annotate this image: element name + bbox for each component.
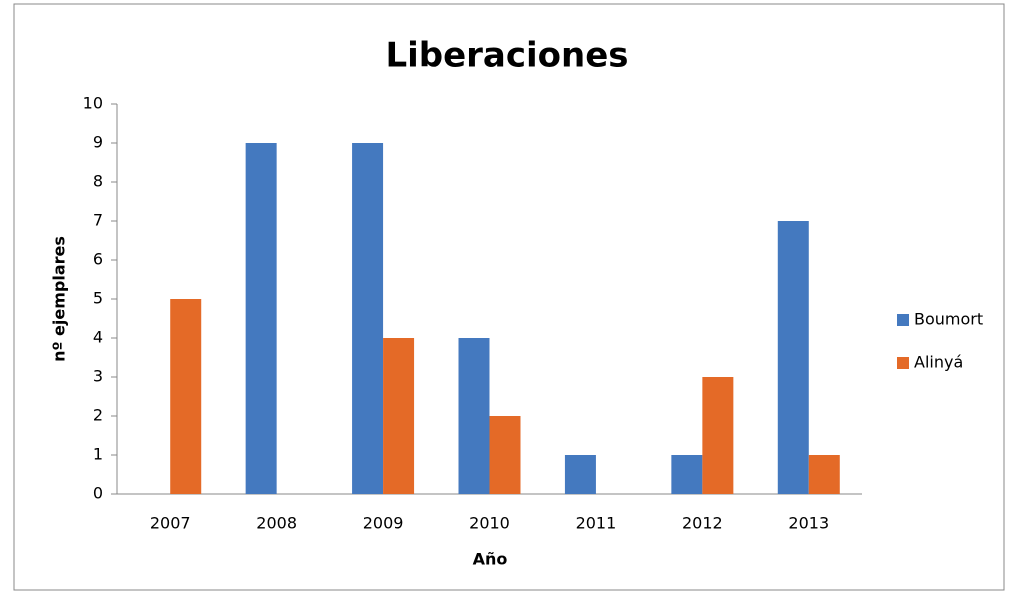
y-tick-label: 1 [93, 445, 103, 464]
y-tick-label: 6 [93, 250, 103, 269]
y-tick-label: 5 [93, 289, 103, 308]
legend-label: Alinyá [914, 353, 963, 372]
x-tick-label: 2007 [150, 514, 191, 533]
bar [702, 377, 734, 494]
bar [808, 455, 840, 494]
x-tick-label: 2011 [576, 514, 617, 533]
y-tick-label: 0 [93, 484, 103, 503]
x-axis-label: Año [473, 550, 508, 569]
y-axis-label: nº ejemplares [50, 236, 69, 362]
x-tick-label: 2008 [256, 514, 297, 533]
bar [564, 455, 596, 494]
bar [352, 143, 384, 494]
x-tick-label: 2013 [788, 514, 829, 533]
y-tick-label: 7 [93, 211, 103, 230]
bar [170, 299, 202, 494]
x-tick-label: 2010 [469, 514, 510, 533]
y-tick-label: 8 [93, 172, 103, 191]
bar [383, 338, 415, 494]
legend-swatch [897, 314, 909, 326]
legend-swatch [897, 357, 909, 369]
y-tick-label: 10 [83, 94, 103, 113]
x-tick-label: 2009 [363, 514, 404, 533]
legend-label: Boumort [914, 310, 983, 329]
y-tick-label: 2 [93, 406, 103, 425]
x-tick-label: 2012 [682, 514, 723, 533]
bar [671, 455, 703, 494]
bar [777, 221, 809, 494]
bar [458, 338, 490, 494]
chart-title: Liberaciones [385, 36, 628, 76]
y-tick-label: 9 [93, 133, 103, 152]
bar [245, 143, 277, 494]
chart-frame [13, 3, 1005, 591]
bar [489, 416, 521, 494]
y-tick-label: 3 [93, 367, 103, 386]
y-tick-label: 4 [93, 328, 103, 347]
